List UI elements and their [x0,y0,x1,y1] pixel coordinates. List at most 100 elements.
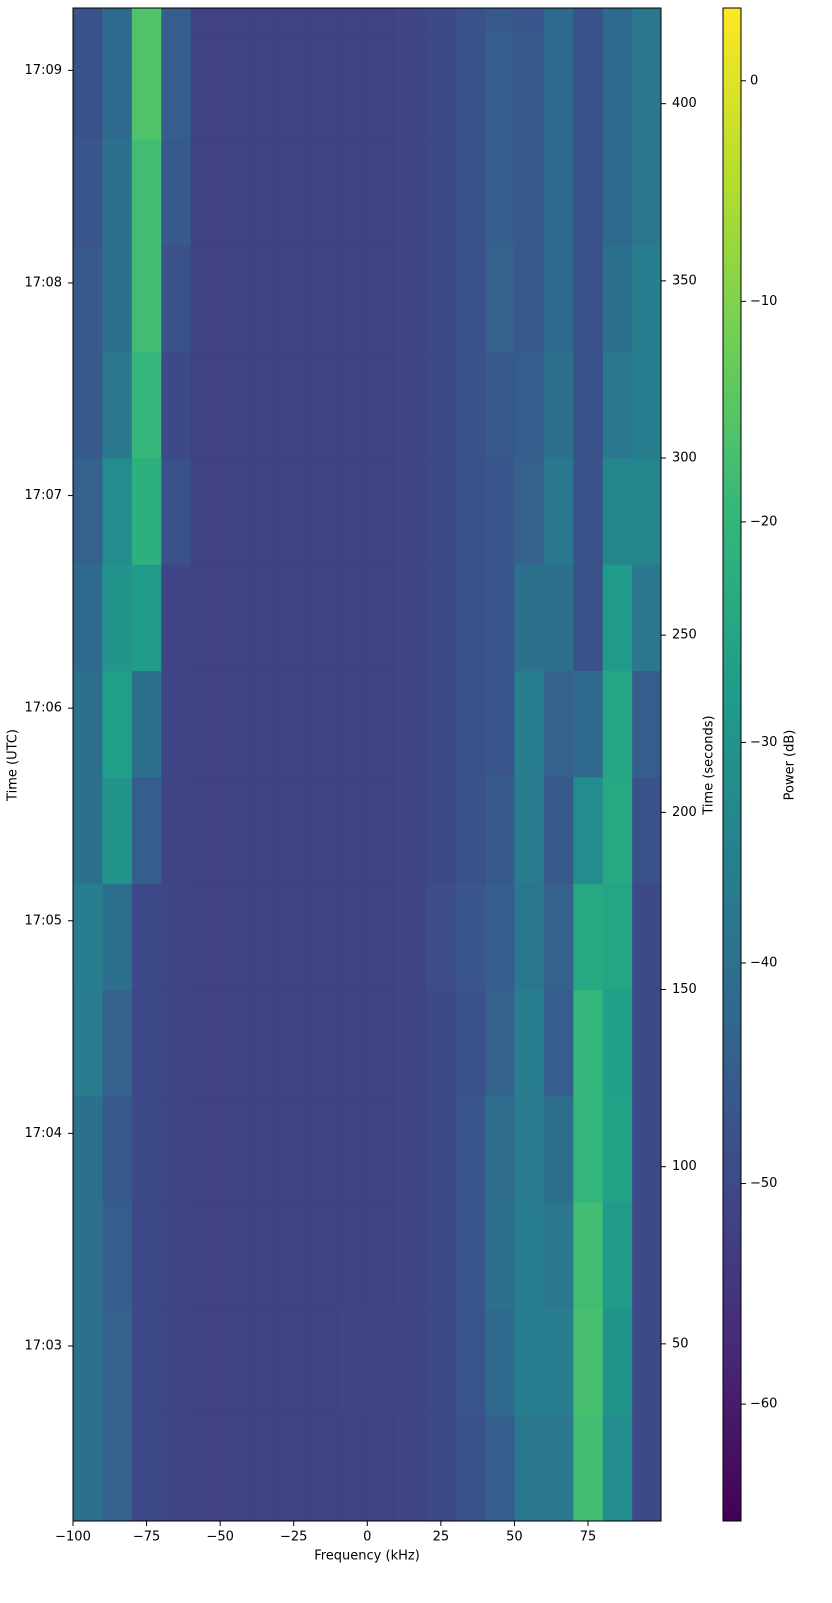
heatmap-cell [396,883,427,991]
heatmap-cell [73,989,103,1097]
heatmap-cell [73,1095,103,1203]
heatmap-cell [308,458,339,565]
heatmap-cell [396,245,427,353]
heatmap-cell [73,1308,103,1416]
heatmap-cell [514,351,545,459]
heatmap-cell [279,1202,309,1309]
y-tick-label: 400 [672,96,697,111]
x-tick-label: −50 [206,1530,233,1545]
heatmap-cell [426,139,457,246]
heatmap-cell [485,1308,515,1416]
heatmap-cell [102,139,133,246]
heatmap-cell [396,989,427,1097]
heatmap-cell [543,989,574,1097]
heatmap-cell [337,564,368,672]
heatmap-cell [485,32,515,140]
heatmap-cell [455,989,486,1097]
y2-tick-label: 17:09 [25,63,62,78]
heatmap-cell [308,1308,339,1416]
heatmap-cell [602,8,633,34]
heatmap-cell [102,458,133,565]
x-tick-label: 0 [363,1530,371,1545]
heatmap-cell [220,458,251,565]
y-axis-label: Time (seconds) [702,715,717,815]
heatmap-cell [426,776,457,884]
heatmap-cell [602,776,633,884]
heatmap-cell [131,670,162,778]
colorbar-label: Power (dB) [783,730,798,801]
heatmap-cell [543,458,574,565]
heatmap-cell [220,883,251,991]
heatmap-cell [455,776,486,884]
heatmap-cell [455,351,486,459]
heatmap-cell [514,1308,545,1416]
heatmap-cell [308,1202,339,1309]
heatmap-cell [514,32,545,140]
heatmap-cell [279,32,309,140]
heatmap-cell [308,8,339,34]
heatmap-cell [308,883,339,991]
heatmap [73,8,662,1522]
heatmap-cell [573,351,604,459]
heatmap-cell [220,564,251,672]
heatmap-cell [131,989,162,1097]
heatmap-cell [367,8,398,34]
heatmap-cell [367,989,398,1097]
heatmap-cell [102,351,133,459]
heatmap-cell [190,670,221,778]
heatmap-cell [367,564,398,672]
heatmap-cell [485,883,515,991]
heatmap-cell [426,1202,457,1309]
heatmap-cell [485,1095,515,1203]
heatmap-cell [220,1202,251,1309]
heatmap-cell [485,458,515,565]
heatmap-cell [73,32,103,140]
heatmap-cell [573,32,604,140]
heatmap-cell [279,670,309,778]
heatmap-cell [102,776,133,884]
heatmap-cell [308,351,339,459]
heatmap-cell [367,32,398,140]
heatmap-cell [73,8,103,34]
heatmap-cell [514,564,545,672]
y2-tick-label: 17:04 [25,1126,62,1141]
y-tick-label: 300 [672,451,697,466]
heatmap-cell [131,1308,162,1416]
heatmap-cell [455,139,486,246]
heatmap-cell [337,1202,368,1309]
heatmap-cell [602,883,633,991]
heatmap-cell [131,564,162,672]
y2-axis-label: Time (UTC) [6,729,21,802]
heatmap-cell [602,564,633,672]
heatmap-cell [396,1095,427,1203]
heatmap-cell [602,1202,633,1309]
heatmap-cell [279,245,309,353]
heatmap-cell [190,1308,221,1416]
heatmap-cell [573,458,604,565]
heatmap-cell [455,883,486,991]
heatmap-cell [485,1414,515,1522]
heatmap-cell [308,564,339,672]
heatmap-cell [279,351,309,459]
heatmap-cell [485,776,515,884]
heatmap-cell [426,351,457,459]
heatmap-cell [396,776,427,884]
heatmap-cell [573,670,604,778]
heatmap-cell [73,776,103,884]
heatmap-cell [102,670,133,778]
heatmap-cell [632,1308,662,1416]
heatmap-cell [455,458,486,565]
heatmap-cell [367,1308,398,1416]
heatmap-cell [220,776,251,884]
x-axis-label: Frequency (kHz) [314,1549,420,1564]
colorbar-tick-label: −20 [750,514,777,529]
x-tick-label: −100 [55,1530,91,1545]
heatmap-cell [543,1308,574,1416]
heatmap-cell [632,139,662,246]
heatmap-cell [249,564,280,672]
heatmap-cell [249,670,280,778]
heatmap-cell [73,670,103,778]
heatmap-cell [220,351,251,459]
x-tick-label: 50 [506,1530,523,1545]
